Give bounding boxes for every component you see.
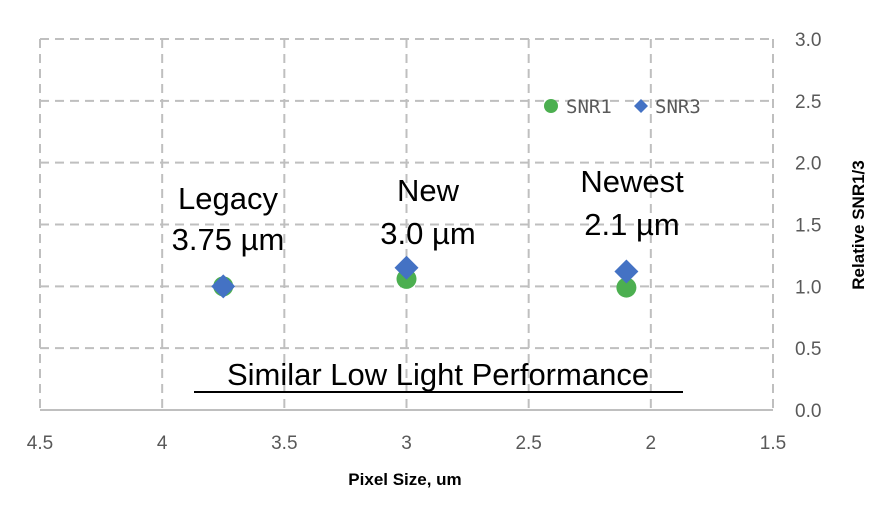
y-tick-label: 2.5 bbox=[795, 92, 821, 113]
tick-labels: 0.0 0.5 1.0 1.5 2.0 2.5 3.0 4.5 4 3.5 3 2.5 2 1.5 bbox=[27, 30, 822, 454]
point-snr3 bbox=[614, 259, 639, 284]
headline-similar-performance: Similar Low Light Performance bbox=[227, 357, 649, 392]
y-tick-label: 2.0 bbox=[795, 154, 821, 175]
x-tick-label: 2.5 bbox=[515, 433, 541, 454]
annotations: Legacy 3.75 µm New 3.0 µm Newest 2.1 µm … bbox=[172, 164, 684, 393]
x-tick-label: 3.5 bbox=[271, 433, 297, 454]
annotation-new-line1: New bbox=[397, 173, 460, 208]
point-snr3 bbox=[394, 255, 419, 280]
legend-snr1-marker bbox=[544, 99, 558, 113]
legend: SNR1 SNR3 bbox=[544, 96, 701, 118]
annotation-legacy-line2: 3.75 µm bbox=[172, 222, 285, 257]
y-tick-label: 3.0 bbox=[795, 30, 821, 51]
y-tick-label: 1.5 bbox=[795, 216, 821, 237]
y-axis-title: Relative SNR1/3 bbox=[849, 160, 868, 289]
data-points bbox=[211, 255, 639, 299]
annotation-newest-line1: Newest bbox=[580, 164, 684, 199]
point-snr1 bbox=[616, 277, 637, 298]
y-tick-label: 1.0 bbox=[795, 277, 821, 298]
x-tick-label: 2 bbox=[646, 433, 657, 454]
x-tick-label: 3 bbox=[401, 433, 412, 454]
legend-snr3-label: SNR3 bbox=[655, 96, 701, 118]
x-axis-title: Pixel Size, um bbox=[348, 470, 461, 489]
x-tick-label: 4 bbox=[157, 433, 168, 454]
point-snr3 bbox=[211, 274, 236, 299]
legend-snr3-marker bbox=[634, 99, 648, 113]
legend-snr1-label: SNR1 bbox=[566, 96, 612, 118]
annotation-legacy-line1: Legacy bbox=[178, 181, 278, 216]
annotation-new-line2: 3.0 µm bbox=[380, 216, 475, 251]
annotation-newest-line2: 2.1 µm bbox=[584, 207, 679, 242]
y-tick-label: 0.0 bbox=[795, 401, 821, 422]
x-tick-label: 1.5 bbox=[760, 433, 786, 454]
y-tick-label: 0.5 bbox=[795, 339, 821, 360]
x-tick-label: 4.5 bbox=[27, 433, 53, 454]
